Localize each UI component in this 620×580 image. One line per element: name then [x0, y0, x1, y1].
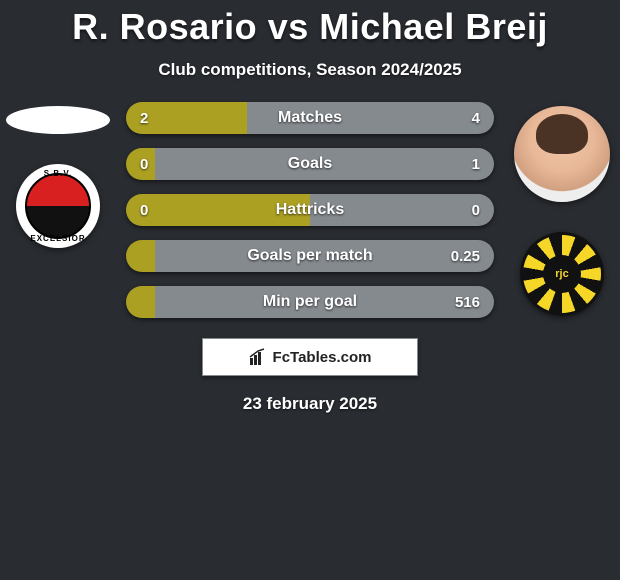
stat-bar-right: [155, 148, 494, 180]
stat-value-right: 0.25: [451, 240, 480, 272]
stat-bar-right: [310, 194, 494, 226]
stat-bar-left: [126, 194, 310, 226]
stat-bar-left: [126, 286, 155, 318]
title-player2: Michael Breij: [319, 6, 548, 47]
page-title: R. Rosario vs Michael Breij: [0, 0, 620, 48]
stat-bar-right: [247, 102, 494, 134]
footer-date: 23 february 2025: [0, 394, 620, 414]
stat-value-right: 516: [455, 286, 480, 318]
stat-row: 0.25Goals per match: [126, 240, 494, 272]
stat-bar-left: [126, 240, 155, 272]
stat-row: 00Hattricks: [126, 194, 494, 226]
stat-value-right: 4: [472, 102, 480, 134]
stat-value-right: 0: [472, 194, 480, 226]
stat-row: 516Min per goal: [126, 286, 494, 318]
title-vs: vs: [268, 6, 309, 47]
club-badge-center-text: rjc: [543, 255, 581, 293]
stat-value-left: 0: [140, 194, 148, 226]
stat-row: 01Goals: [126, 148, 494, 180]
player1-club-badge: S.B.V. EXCELSIOR: [16, 164, 100, 248]
player2-avatar: [514, 106, 610, 202]
body-row: S.B.V. EXCELSIOR 24Matches01Goals00Hattr…: [0, 80, 620, 318]
brand-icon: [249, 348, 267, 366]
stat-value-left: 2: [140, 102, 148, 134]
brand-text: FcTables.com: [273, 349, 372, 366]
stats-bars: 24Matches01Goals00Hattricks0.25Goals per…: [126, 102, 494, 318]
right-column: rjc: [512, 102, 612, 316]
comparison-infographic: R. Rosario vs Michael Breij Club competi…: [0, 0, 620, 580]
stat-value-left: 0: [140, 148, 148, 180]
club-badge-text-bottom: EXCELSIOR: [16, 234, 100, 243]
player1-avatar: [6, 106, 110, 134]
subtitle: Club competitions, Season 2024/2025: [0, 60, 620, 80]
stat-row: 24Matches: [126, 102, 494, 134]
stat-bar-right: [155, 240, 494, 272]
player2-club-badge: rjc: [520, 232, 604, 316]
left-column: S.B.V. EXCELSIOR: [8, 102, 108, 248]
title-player1: R. Rosario: [72, 6, 257, 47]
stat-bar-right: [155, 286, 494, 318]
club-badge-text-top: S.B.V.: [16, 169, 100, 178]
stat-value-right: 1: [472, 148, 480, 180]
club-badge-inner: [25, 173, 91, 239]
brand-badge: FcTables.com: [202, 338, 418, 376]
